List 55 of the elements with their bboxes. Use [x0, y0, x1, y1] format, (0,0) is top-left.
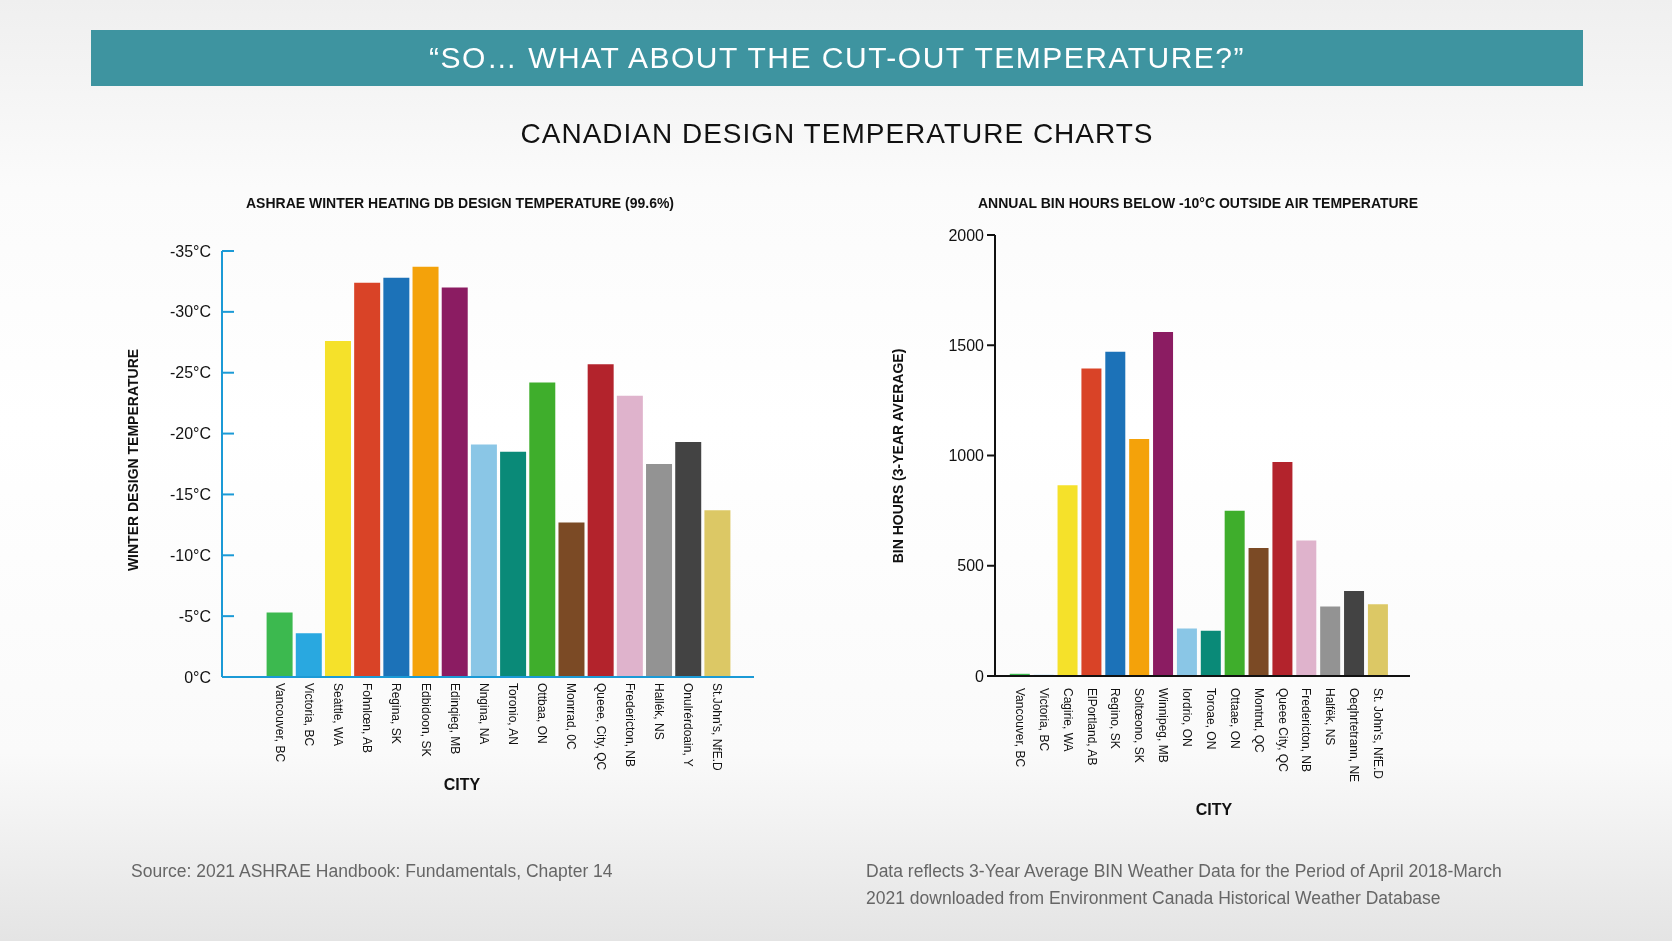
y-tick-label: 500: [957, 557, 985, 575]
x-tick-label: Regina, SK: [389, 683, 404, 744]
chart-title: ASHRAE WINTER HEATING DB DESIGN TEMPERATURE (99.6%): [245, 194, 675, 211]
y-tick-label: 1500: [948, 336, 985, 354]
x-tick-label: Toroae, ON: [1203, 688, 1218, 750]
x-tick-label: Seàttle, WA: [330, 683, 345, 746]
x-tick-label: Onulrérdoain, Y: [681, 683, 696, 767]
x-axis-title: CITY: [443, 775, 481, 793]
x-tick-label: Iordrio, ON: [1180, 688, 1195, 747]
x-tick-label: Fredericton, NB: [1299, 688, 1314, 773]
x-tick-label: Fohnlœn, AB: [360, 683, 375, 754]
x-tick-label: Queee City, QC: [1275, 688, 1290, 773]
y-tick-label: -25°C: [169, 364, 211, 382]
chart-title: ANNUAL BIN HOURS BELOW -10°C OUTSIDE AIR TEMPERATURE: [977, 194, 1419, 211]
y-tick-label: 1000: [948, 447, 985, 464]
x-tick-label: Winnipeg, MB: [1156, 688, 1171, 763]
y-tick-label: -5°C: [178, 607, 211, 625]
y-tick-label: -35°C: [169, 242, 211, 260]
x-tick-label: Victoria, BC: [301, 683, 316, 747]
x-tick-label: Soltœono, SK: [1132, 688, 1147, 763]
y-axis-title: BIN HOURS (3-YEAR AVERAGE): [889, 348, 906, 564]
x-tick-label: Vancouver, BC: [272, 683, 287, 763]
text: CANADIAN DESIGN TEMPERATURE CHARTS: [520, 117, 1154, 149]
x-tick-label: Monrrad, 0C: [564, 683, 579, 751]
y-tick-label: -10°C: [169, 546, 211, 564]
x-tick-label: St.John's, NfE.D: [710, 683, 725, 771]
x-tick-label: Toronio, AN: [506, 683, 521, 746]
x-tick-label: Halfëk, NS: [1323, 688, 1338, 746]
x-tick-label: Victoria, BC: [1036, 688, 1051, 752]
text: “SO… WHAT ABOUT THE CUT-OUT TEMPERATURE?”: [428, 40, 1246, 74]
x-tick-label: Nngina, NA: [476, 683, 491, 745]
y-tick-label: 0°C: [184, 668, 211, 686]
x-tick-label: Cagirie, WA: [1060, 688, 1075, 752]
x-axis-title: CITY: [1195, 800, 1233, 818]
x-tick-label: Ottaae, ON: [1227, 688, 1242, 749]
x-tick-label: Edbidoon, SK: [418, 683, 433, 757]
source-note: Source: 2021 ASHRAE Handbook: Fundamentals, Chapter 14: [131, 861, 613, 881]
x-tick-label: ElPortland, AB: [1084, 688, 1099, 766]
x-tick-label: Montnd, QC: [1251, 688, 1266, 754]
x-tick-label: Fredericton, NB: [622, 683, 637, 768]
y-axis-title: WINTER DESIGN TEMPERATURE: [124, 348, 141, 572]
x-tick-label: Ottbaa, ON: [535, 683, 550, 744]
x-tick-label: Vancouver, BC: [1012, 688, 1027, 768]
y-tick-label: 2000: [948, 226, 985, 244]
x-tick-label: Oeqhrtetrann, NE: [1347, 688, 1362, 783]
x-tick-label: St. John's, NfE.D: [1371, 688, 1386, 780]
text: Data reflects 3-Year Average BIN Weather Data for the Period of April 2018-March 2021 downloaded from Environment Canada Historical Weather Database: [866, 861, 1502, 908]
y-tick-label: -30°C: [169, 303, 211, 321]
y-tick-label: -20°C: [169, 425, 211, 443]
x-tick-label: Regino, SK: [1108, 688, 1123, 749]
y-tick-label: -15°C: [169, 485, 211, 503]
y-tick-label: 0: [975, 667, 985, 685]
x-tick-label: Queee, City, QC: [593, 683, 608, 771]
x-tick-label: Hallék, NS: [652, 683, 667, 740]
x-tick-label: Edinqieg, MB: [447, 683, 462, 755]
